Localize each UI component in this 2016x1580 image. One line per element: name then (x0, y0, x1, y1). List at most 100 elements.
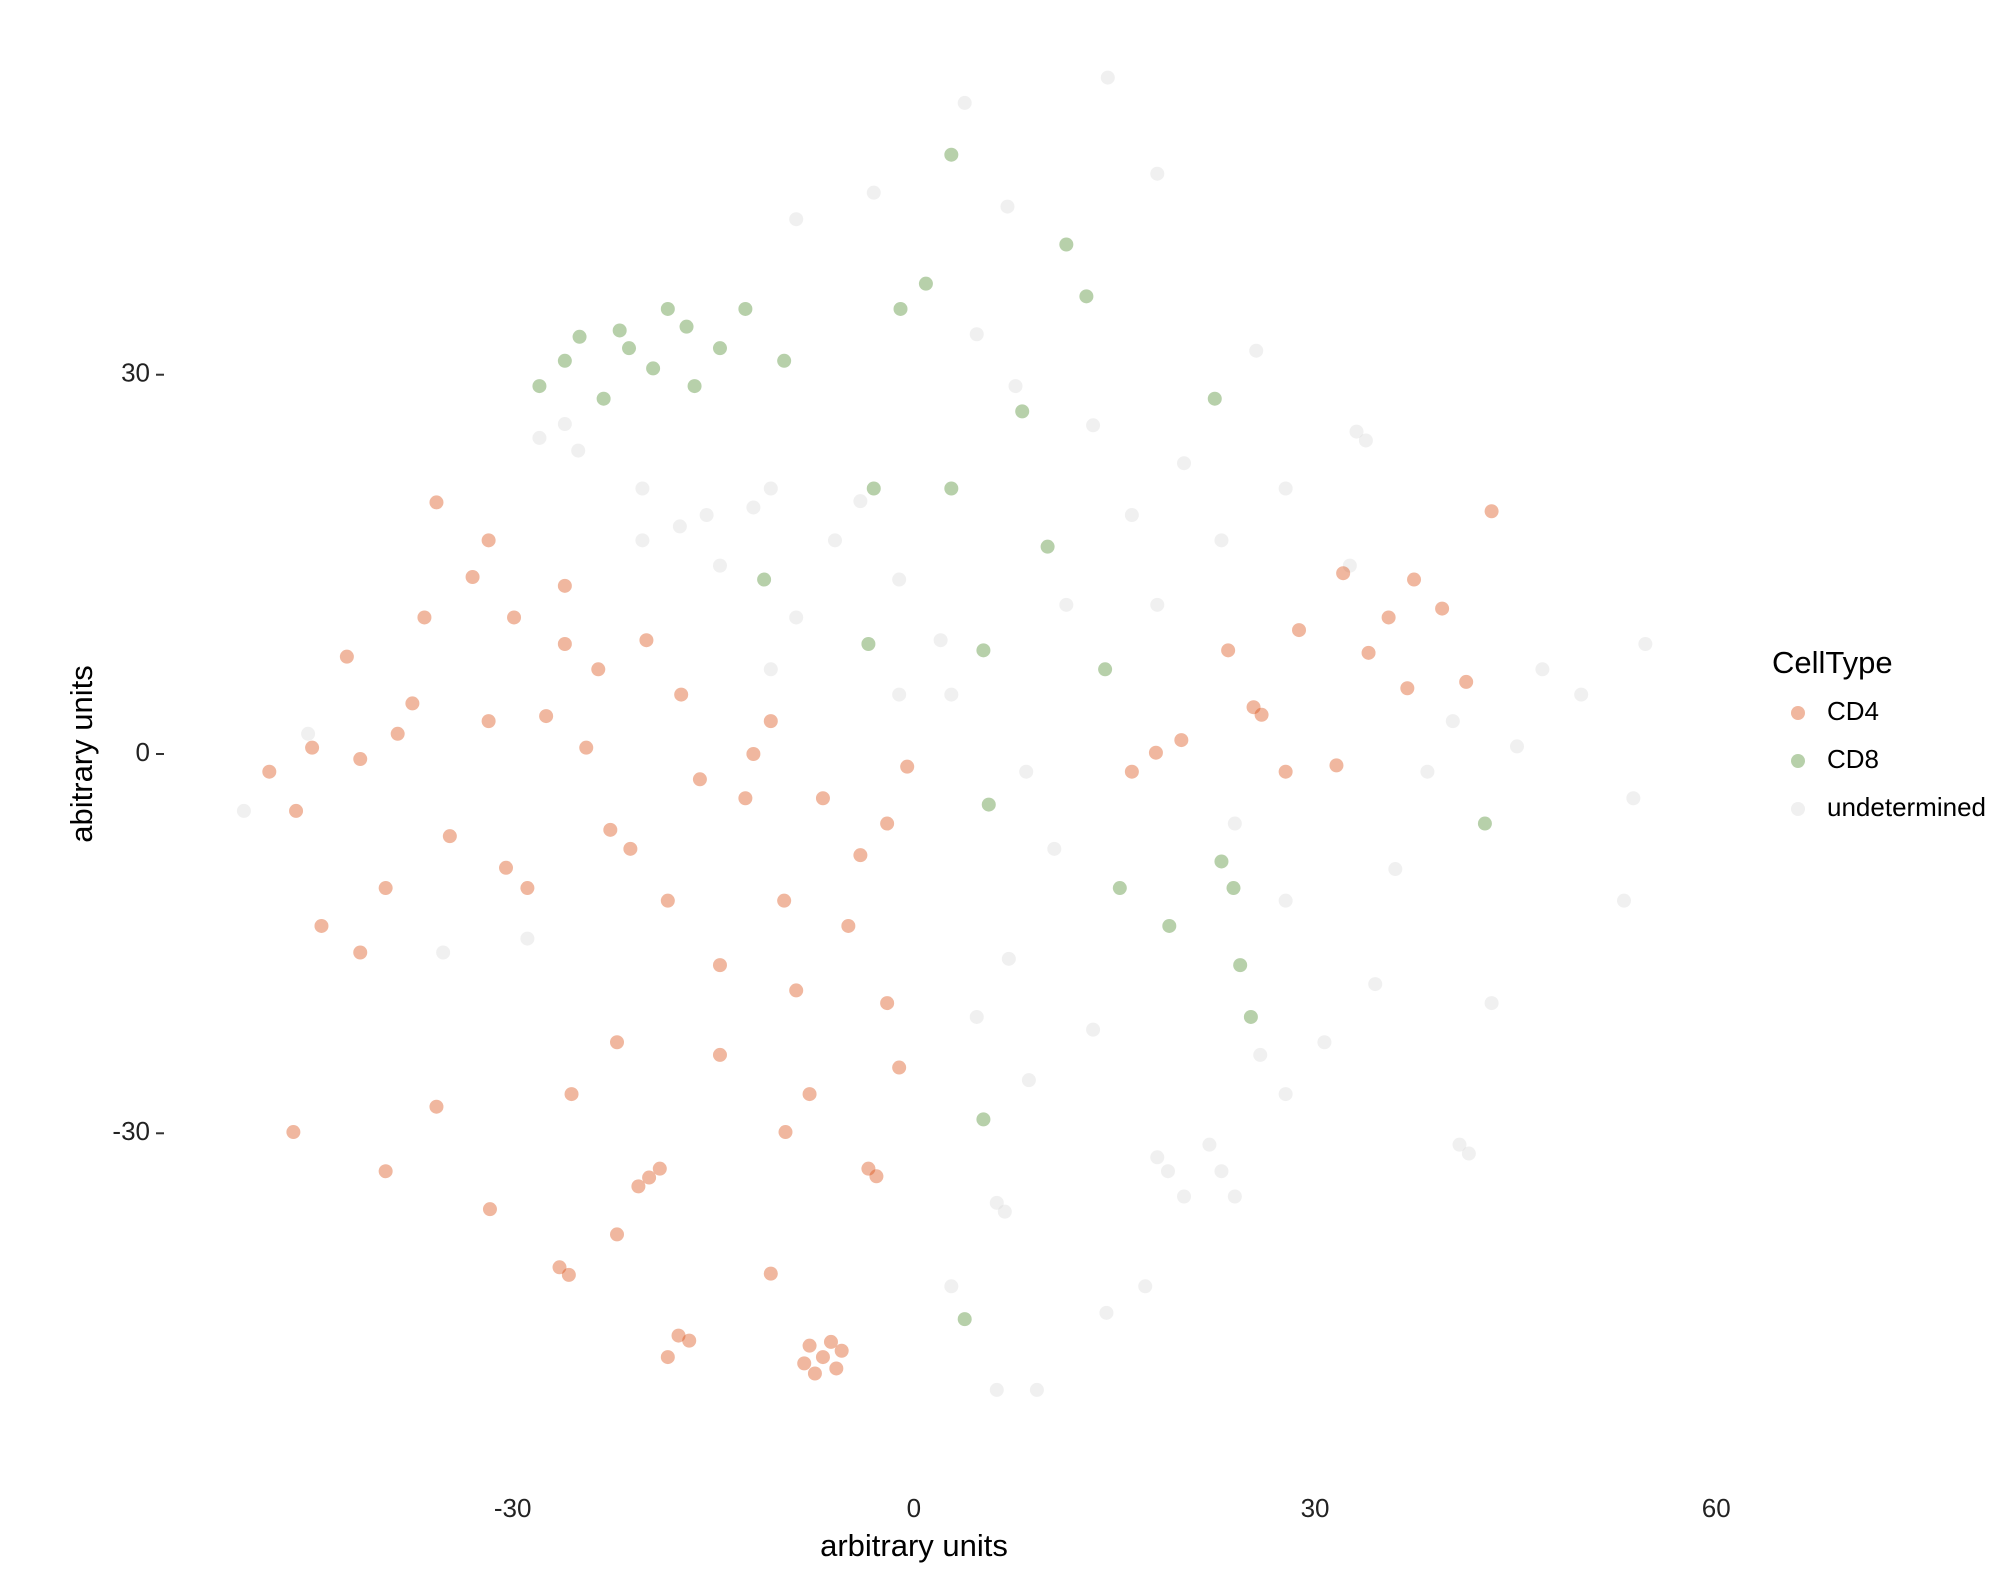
point (610, 1035, 625, 1050)
point (520, 881, 535, 896)
point (1214, 854, 1229, 869)
point (1001, 951, 1016, 966)
point (1461, 1146, 1476, 1161)
point (532, 379, 547, 394)
point (1361, 645, 1376, 660)
point (1246, 700, 1261, 715)
point (682, 1333, 697, 1348)
point (918, 276, 933, 291)
point (378, 1164, 393, 1179)
point (1535, 662, 1550, 677)
point (1177, 456, 1192, 471)
point (353, 752, 368, 767)
point (1086, 418, 1101, 433)
point (893, 301, 908, 316)
point (1059, 237, 1074, 252)
point (635, 481, 650, 496)
point (539, 709, 554, 724)
point (699, 508, 714, 523)
point (1100, 70, 1115, 85)
legend-swatch (1791, 754, 1805, 768)
point (557, 578, 572, 593)
point (1226, 881, 1241, 896)
point (1459, 674, 1474, 689)
point (969, 1009, 984, 1024)
legend-swatch (1791, 802, 1805, 816)
point (1342, 558, 1357, 573)
point (892, 687, 907, 702)
point (1477, 816, 1492, 831)
point (1278, 893, 1293, 908)
point (1253, 1047, 1268, 1062)
point (1000, 199, 1015, 214)
point (1207, 391, 1222, 406)
point (579, 740, 594, 755)
point (1388, 862, 1403, 877)
point (989, 1382, 1004, 1397)
point (1221, 643, 1236, 658)
point (746, 747, 761, 761)
point (390, 726, 405, 741)
point (679, 319, 694, 334)
x-tick-label: 60 (1702, 1493, 1731, 1523)
point (429, 1099, 444, 1114)
point (989, 1195, 1004, 1210)
point (802, 1338, 817, 1353)
point (1368, 977, 1383, 992)
legend-label: CD8 (1827, 744, 1879, 774)
point (378, 881, 393, 896)
point (660, 1350, 675, 1365)
point (712, 558, 727, 573)
point (1214, 533, 1229, 548)
point (1243, 1009, 1258, 1024)
point (1638, 637, 1653, 652)
point (481, 533, 496, 548)
point (520, 931, 535, 946)
point (1124, 764, 1139, 779)
point (738, 791, 753, 806)
point (557, 637, 572, 652)
point (815, 1350, 830, 1365)
point (612, 323, 627, 338)
point (671, 1328, 686, 1343)
point (1292, 623, 1307, 638)
point (557, 417, 572, 432)
point (829, 1361, 844, 1376)
point (1233, 958, 1248, 973)
point (892, 1060, 907, 1075)
point (1148, 745, 1163, 760)
point (353, 945, 368, 960)
point (757, 572, 772, 587)
point (763, 714, 778, 729)
point (957, 95, 972, 110)
point (981, 797, 996, 812)
point (1452, 1137, 1467, 1152)
point (763, 662, 778, 677)
point (777, 353, 792, 368)
point (660, 301, 675, 316)
point (301, 726, 316, 741)
point (482, 1202, 497, 1217)
point (1059, 597, 1074, 612)
point (1278, 1087, 1293, 1102)
point (481, 714, 496, 729)
point (944, 481, 959, 496)
point (623, 841, 638, 856)
point (944, 1279, 959, 1294)
point (1019, 764, 1034, 779)
point (1150, 166, 1165, 181)
point (1202, 1137, 1217, 1152)
x-axis-title: arbitrary units (820, 1528, 1008, 1563)
point (405, 696, 420, 711)
point (596, 391, 611, 406)
point (976, 1112, 991, 1127)
point (1086, 1022, 1101, 1037)
point (1249, 343, 1264, 358)
point (1008, 379, 1023, 394)
point (1400, 681, 1415, 696)
point (823, 1334, 838, 1349)
point (861, 1161, 876, 1176)
point (778, 1125, 793, 1140)
point (763, 1266, 778, 1281)
